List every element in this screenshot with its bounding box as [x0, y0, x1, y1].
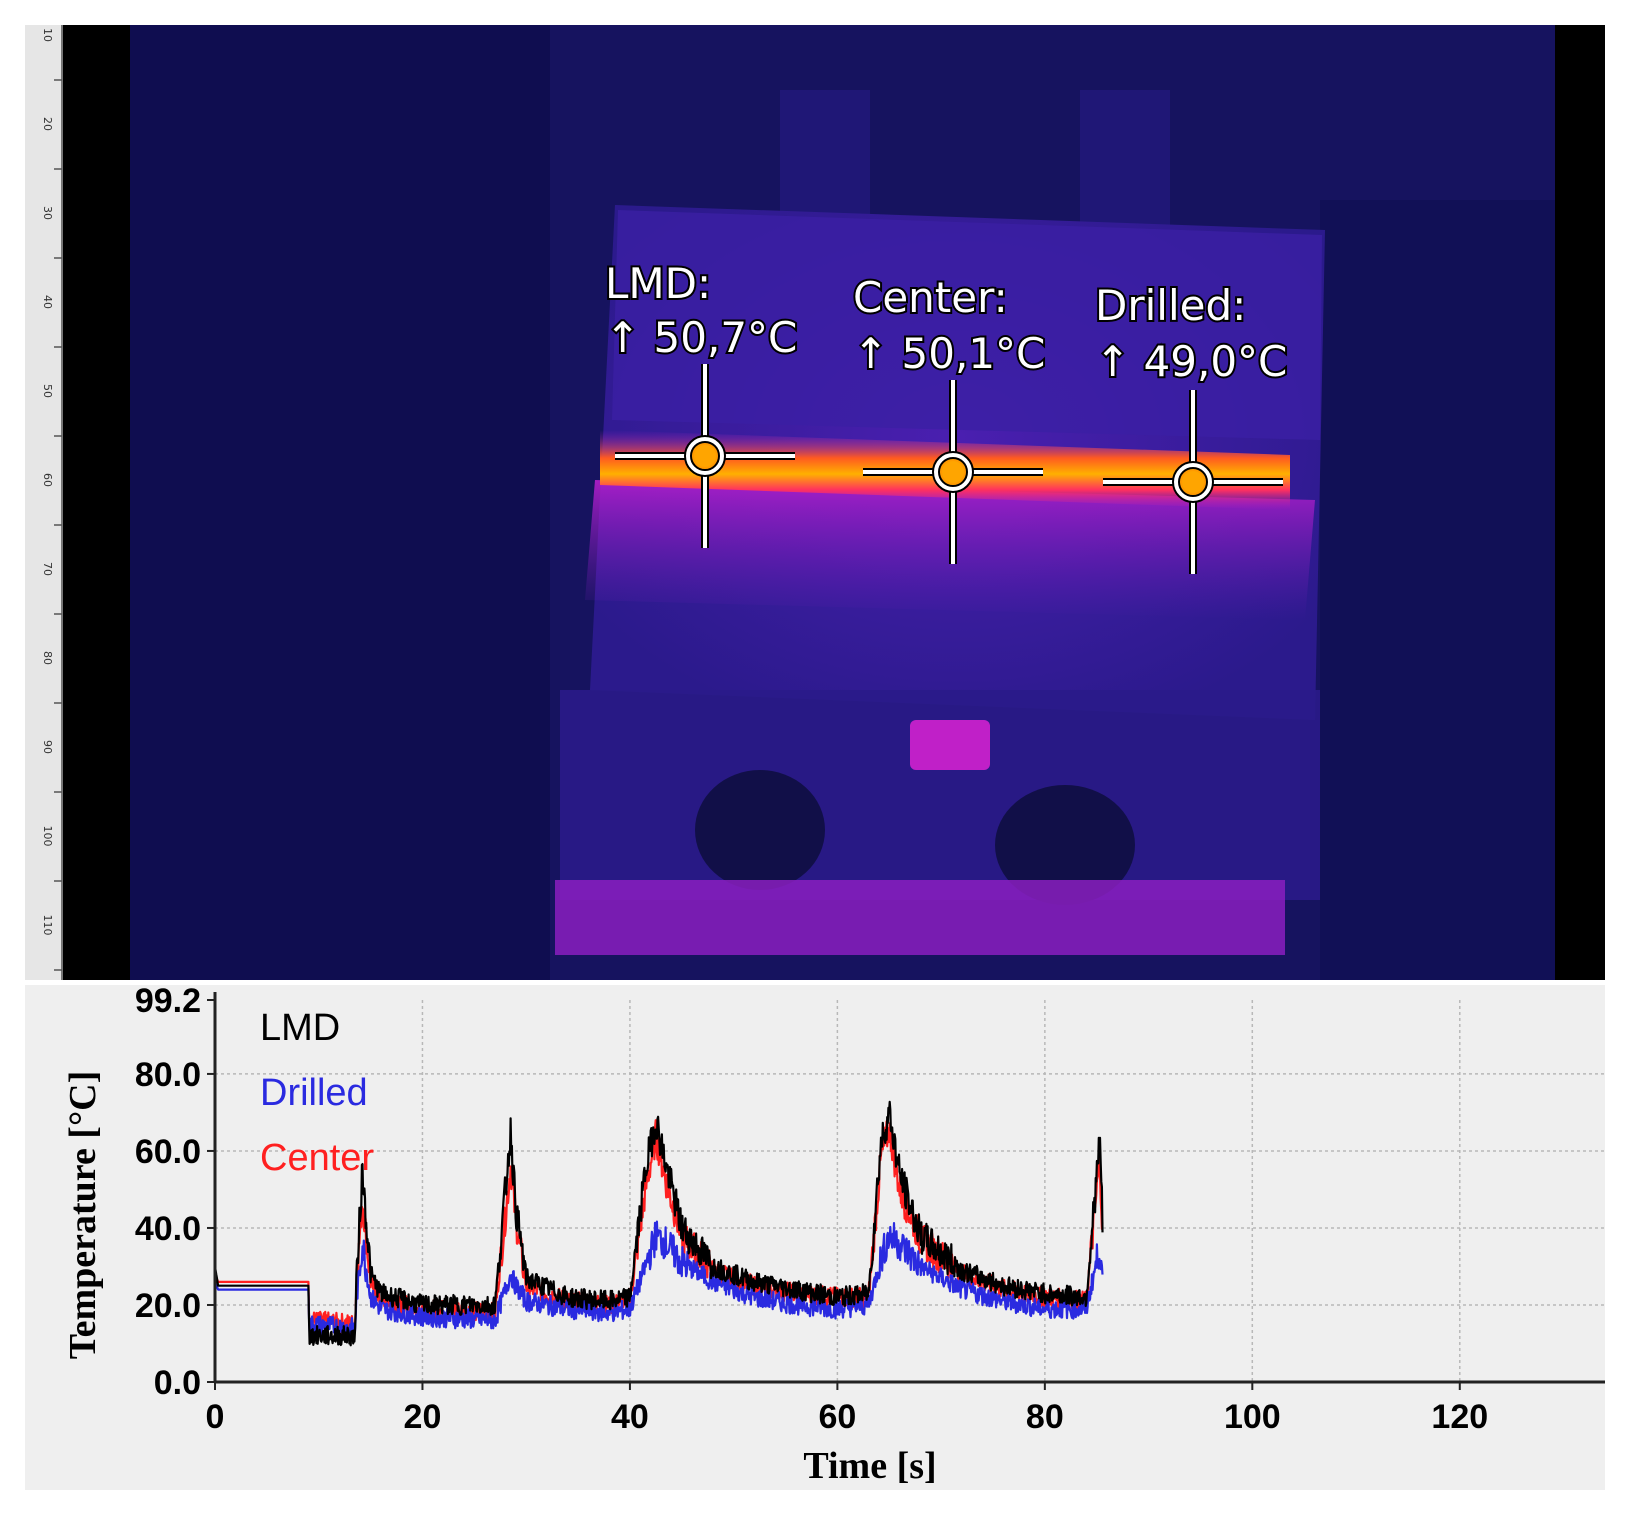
- crosshair-icon: [615, 364, 795, 548]
- ruler-label: 20: [41, 117, 54, 131]
- y-tick-label: 60.0: [135, 1133, 201, 1171]
- crosshair-icon: [1103, 390, 1283, 574]
- y-axis-ticks: 0.0 20.0 40.0 60.0 80.0 99.2: [135, 982, 215, 1402]
- marker-label: LMD:: [605, 259, 711, 308]
- marker-reading: ↑ 50,1°C: [853, 329, 1045, 378]
- marker-center: Center: ↑ 50,1°C: [851, 271, 1047, 564]
- ruler-label: 10: [41, 28, 54, 42]
- ruler-label: 90: [41, 740, 54, 754]
- hot-spot-lower: [910, 720, 990, 770]
- y-tick-label: 80.0: [135, 1056, 201, 1094]
- y-axis-title: Temperature [°C]: [62, 1071, 104, 1360]
- base-plate: [555, 880, 1285, 955]
- top-bar-right: [1080, 90, 1170, 230]
- series-drilled: [213, 1220, 1104, 1338]
- ruler-labels: 10 20 30 40 50 60 70 80 90 100 110: [41, 28, 62, 971]
- series-lmd: [213, 1100, 1104, 1347]
- y-tick-label: 99.2: [135, 982, 201, 1020]
- chart-axes: [213, 992, 1605, 1384]
- legend-drilled: Drilled: [260, 1072, 368, 1114]
- x-tick-label: 80: [1026, 1398, 1064, 1436]
- ruler-label: 40: [41, 295, 54, 309]
- ruler-label: 30: [41, 206, 54, 220]
- right-dark-region: [1320, 200, 1555, 980]
- ruler-label: 100: [41, 826, 54, 847]
- y-tick-label: 20.0: [135, 1287, 201, 1325]
- legend-lmd: LMD: [260, 1007, 340, 1049]
- thermal-image: 10 20 30 40 50 60 70 80 90 100 110 LMD: ↑ 50,7°C Cen…: [25, 25, 1605, 980]
- thermal-markers: LMD: ↑ 50,7°C Center: ↑ 50,1°C Drilled: ↑ 49,…: [603, 257, 1289, 574]
- marker-label: Center:: [853, 273, 1008, 322]
- legend-center: Center: [260, 1137, 374, 1179]
- y-tick-label: 0.0: [154, 1364, 201, 1402]
- side-ruler: [25, 25, 63, 980]
- x-tick-label: 100: [1224, 1398, 1281, 1436]
- wheel-left: [695, 770, 825, 890]
- x-tick-label: 20: [404, 1398, 442, 1436]
- chart-background: [25, 985, 1605, 1490]
- temperature-chart: 0 20 40 60 80 100 120 0.020.040.060.080.099.2 …: [25, 982, 1605, 1490]
- specimen-upper: [612, 210, 1322, 440]
- x-tick-label: 0: [206, 1398, 225, 1436]
- chart-series: [213, 1100, 1104, 1347]
- left-dark-region: [130, 25, 550, 980]
- x-axis-ticks: 0 20 40 60 80 100 120: [206, 1382, 1488, 1436]
- chart-legend: LMD Drilled Center: [260, 1007, 374, 1179]
- top-bar-left: [780, 90, 870, 220]
- ruler-label: 70: [41, 562, 54, 576]
- x-tick-label: 40: [611, 1398, 649, 1436]
- marker-label: Drilled:: [1095, 281, 1246, 330]
- x-tick-label: 60: [818, 1398, 856, 1436]
- marker-drilled: Drilled: ↑ 49,0°C: [1093, 279, 1289, 574]
- x-tick-label: 120: [1431, 1398, 1488, 1436]
- ruler-label: 60: [41, 473, 54, 487]
- marker-lmd: LMD: ↑ 50,7°C: [603, 257, 799, 548]
- x-axis-title: Time [s]: [803, 1445, 936, 1487]
- wheel-right: [995, 785, 1135, 905]
- marker-reading: ↑ 50,7°C: [605, 313, 797, 362]
- ruler-label: 110: [41, 915, 54, 936]
- crosshair-icon: [863, 380, 1043, 564]
- ruler-label: 80: [41, 651, 54, 665]
- y-tick-label: 40.0: [135, 1210, 201, 1248]
- marker-reading: ↑ 49,0°C: [1095, 337, 1287, 386]
- ruler-label: 50: [41, 384, 54, 398]
